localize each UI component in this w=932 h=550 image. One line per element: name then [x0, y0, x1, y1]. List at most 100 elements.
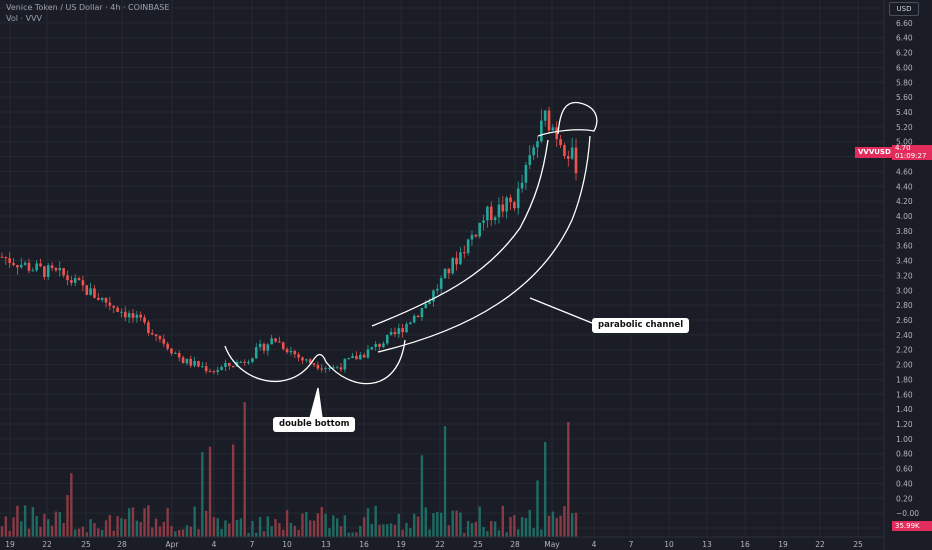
volume-bar [158, 526, 162, 537]
candle-body [77, 278, 81, 281]
currency-button[interactable]: USD [889, 2, 919, 16]
volume-bar [293, 525, 296, 537]
candle-body [332, 367, 335, 369]
volume-bar [208, 446, 212, 537]
volume-bar [89, 519, 92, 537]
volume-bar [239, 518, 243, 537]
candle-body [224, 362, 227, 367]
time-axis[interactable]: 19 22 25 28 Apr 4 7 10 13 16 19 22 25 28 May 4 7 10 13 16 19… [0, 536, 884, 549]
trendline-drawings[interactable] [224, 101, 598, 419]
candle-body [150, 333, 154, 335]
y-tick-label: 3.60 [896, 242, 913, 251]
x-tick-label: 16 [359, 540, 369, 549]
y-tick-label: 1.80 [896, 375, 913, 384]
candle-body [216, 370, 220, 372]
volume-bar [50, 525, 54, 537]
candle-body [158, 336, 162, 340]
y-tick-label: 2.80 [896, 301, 913, 310]
candle-body [185, 358, 189, 364]
candle-body [520, 182, 524, 189]
candle-body [559, 139, 562, 146]
candle-body [212, 371, 216, 373]
candle-body [305, 359, 308, 361]
candle-body [97, 297, 100, 300]
volume-bar [85, 532, 88, 537]
volume-bar [501, 505, 505, 537]
volume-bar [370, 523, 374, 537]
y-tick-label: 1.20 [896, 420, 913, 429]
y-tick-label: 5.00 [896, 138, 913, 147]
candle-body [93, 288, 96, 298]
bar-countdown: 01:09:27 [895, 151, 927, 160]
volume-bar [39, 526, 42, 537]
candle-body [46, 265, 50, 277]
volume-bar [463, 532, 466, 537]
y-tick-label: 4.40 [896, 182, 913, 191]
volume-bar [147, 505, 150, 537]
volume-bar [389, 523, 393, 537]
volume-bar [23, 505, 27, 537]
volume-bar [270, 526, 273, 537]
double-bottom-curve[interactable] [224, 339, 406, 385]
candle-body [385, 334, 389, 344]
candle-body [123, 311, 127, 318]
volume-bar [436, 511, 439, 537]
volume-bar [282, 529, 285, 537]
candle-body [262, 343, 266, 351]
volume-bar [540, 529, 543, 537]
volume-bar [278, 523, 281, 537]
x-tick-label: 10 [664, 540, 674, 549]
candle-body [339, 367, 343, 370]
candle-body [362, 354, 366, 358]
volume-bar [536, 480, 539, 537]
volume-bar [466, 520, 470, 537]
candle-body [462, 252, 466, 254]
candle-body [478, 222, 481, 237]
channel-lower-curve[interactable] [377, 135, 591, 353]
candle-body [274, 338, 277, 342]
candle-body [204, 366, 208, 372]
candle-body [551, 127, 555, 131]
candle-body [335, 367, 339, 369]
volume-bar [308, 520, 312, 537]
volume-bar [551, 511, 555, 537]
x-tick-label: 10 [282, 540, 292, 549]
volume-bar [143, 508, 146, 537]
volume-bar [216, 518, 219, 537]
candle-body [389, 331, 393, 335]
x-tick-label: 22 [815, 540, 825, 549]
x-tick-label: 4 [212, 540, 217, 549]
volume-bar [100, 529, 104, 537]
candle-body [355, 355, 358, 360]
candle-body [89, 288, 92, 295]
volume-bar [16, 505, 19, 537]
volume-bar [513, 515, 516, 537]
volume-bar [247, 532, 250, 537]
y-tick-label: 0.20 [896, 494, 913, 503]
channel-upper-curve[interactable] [371, 139, 549, 327]
candle-body [35, 263, 38, 271]
volume-bar [555, 517, 558, 537]
volume-bar [570, 513, 574, 537]
double-bottom-label: double bottom [273, 417, 356, 432]
candle-body [316, 364, 320, 369]
candle-body [166, 343, 169, 349]
x-tick-label: 25 [853, 540, 863, 549]
candle-body [231, 365, 235, 367]
volume-bar [328, 528, 331, 537]
candle-body [482, 220, 485, 223]
candle-body [455, 257, 458, 265]
x-tick-label: 7 [629, 540, 634, 549]
volume-bar [193, 506, 196, 537]
candle-body [139, 314, 142, 318]
volume-bar [378, 524, 381, 537]
channel-top-ellipse[interactable] [537, 101, 598, 137]
volume-bar [478, 506, 481, 537]
candle-body [23, 262, 27, 265]
volume-bar [116, 516, 119, 537]
candle-body [486, 206, 489, 221]
y-tick-label: 1.00 [896, 435, 913, 444]
y-tick-label: 2.60 [896, 316, 913, 325]
